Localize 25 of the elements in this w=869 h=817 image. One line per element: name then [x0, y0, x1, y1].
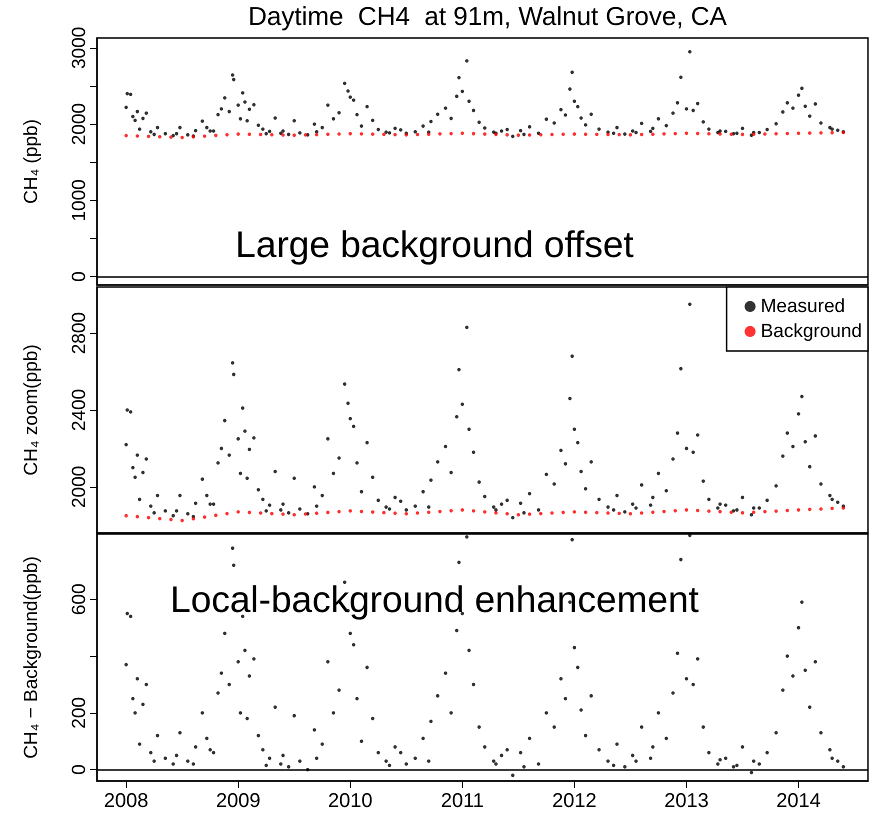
x-tick-label: 2012: [552, 790, 597, 812]
y-tick-label: 2000: [69, 466, 90, 508]
x-tick-label: 2014: [776, 790, 821, 812]
y-axis-title: CH₄ zoom(ppb): [21, 344, 42, 476]
legend-label: Background: [760, 321, 862, 342]
annotation: Large background offset: [235, 224, 634, 265]
y-tick-label: 2400: [69, 388, 90, 432]
legend-label: Measured: [760, 296, 846, 317]
x-tick-label: 2010: [328, 790, 373, 812]
y-tick-label: 0: [69, 764, 90, 775]
annotation: Local-background enhancement: [170, 579, 700, 620]
y-tick-label: 600: [69, 583, 90, 616]
chart-title: Daytime CH4 at 91m, Walnut Grove, CA: [248, 1, 728, 31]
x-tick-label: 2013: [664, 790, 709, 812]
x-tick-label: 2011: [440, 790, 484, 812]
x-tick-label: 2008: [104, 790, 148, 812]
x-tick-label: 2009: [216, 790, 260, 812]
y-tick-label: 3000: [69, 26, 90, 70]
y-axis-title: CH₄ − Background(ppb): [21, 556, 42, 759]
y-tick-label: 1000: [69, 179, 90, 222]
y-axis-title: CH₄ (ppb): [21, 119, 42, 204]
y-tick-label: 2000: [69, 103, 90, 146]
y-tick-label: 2800: [69, 312, 90, 354]
y-tick-label: 0: [69, 271, 90, 282]
y-tick-label: 200: [69, 697, 90, 729]
